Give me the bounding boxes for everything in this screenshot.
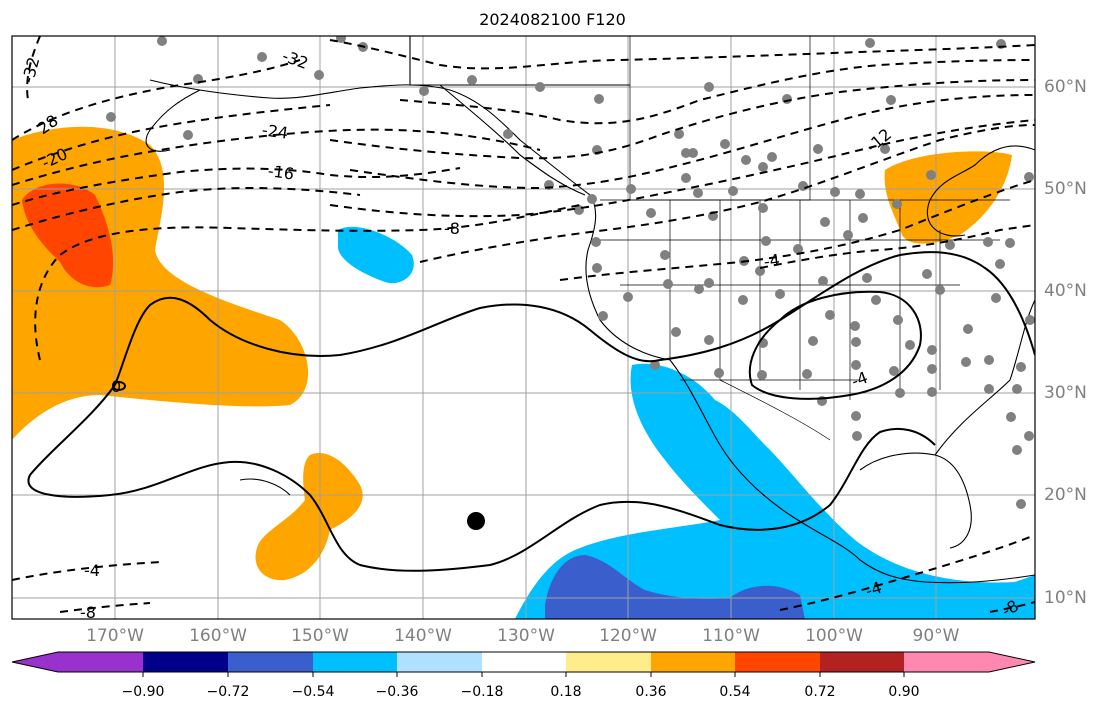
station-dots: [106, 36, 1035, 509]
colorbar-segment: [397, 652, 482, 672]
colorbar-segment: [228, 652, 313, 672]
colorbar-tick-label: 0.54: [719, 684, 751, 700]
colorbar-outline: [11, 651, 1036, 673]
colorbar-tick-label: −0.18: [460, 684, 504, 700]
solid-contours: [27, 251, 1035, 572]
cyan-region-mexico: [515, 363, 1035, 619]
contour-label: -4: [863, 578, 884, 601]
lon-label: 130°W: [497, 626, 555, 646]
lat-label: 40°N: [1044, 281, 1087, 301]
map-frame: [11, 35, 1036, 620]
colorbar-segment: [904, 652, 989, 672]
contour-label: -8: [80, 603, 96, 622]
colorbar-tick-label: −0.72: [206, 684, 250, 700]
colorbar-segment: [313, 652, 397, 672]
orange-region-great-lakes: [884, 151, 1012, 244]
contour-label: -4: [849, 368, 870, 391]
lon-label: 170°W: [86, 626, 144, 646]
lat-label: 50°N: [1044, 179, 1087, 199]
lon-label: 110°W: [702, 626, 760, 646]
contour-label: -16: [267, 161, 296, 183]
blue-region-southeast-pacific: [545, 555, 805, 619]
colorbar-segment: [651, 652, 735, 672]
colorbar-segment: [12, 652, 58, 672]
contour-label: -4: [84, 561, 100, 580]
lon-label: 150°W: [291, 626, 349, 646]
contour-label: -4: [763, 250, 781, 271]
map-title: 2024082100 F120: [479, 10, 626, 29]
colorbar-tick-label: −0.36: [375, 684, 419, 700]
lat-label: 60°N: [1044, 77, 1087, 97]
colorbar-segment: [482, 652, 566, 672]
contour-label: -8: [444, 219, 460, 238]
dashed-contours: [12, 36, 1035, 613]
cyan-region-pacific: [338, 226, 414, 284]
orange-region-hawaii: [255, 453, 363, 581]
lon-label: 160°W: [189, 626, 247, 646]
colorbar-tick-label: 0.36: [635, 684, 667, 700]
colorbar-segment: [143, 652, 228, 672]
colorbar-segment: [566, 652, 651, 672]
colorbar-tick-label: 0.18: [550, 684, 582, 700]
colorbar: [11, 651, 1036, 677]
lon-label: 120°W: [599, 626, 657, 646]
lon-label: 140°W: [394, 626, 452, 646]
colorbar-segment: [58, 652, 143, 672]
map-area: [12, 36, 1035, 619]
lon-label: 100°W: [805, 626, 863, 646]
colorbar-segment: [989, 652, 1035, 672]
lat-label: 20°N: [1044, 485, 1087, 505]
lat-label: 30°N: [1044, 383, 1087, 403]
lon-label: 90°W: [912, 626, 960, 646]
grid-lines: [12, 36, 1035, 619]
colorbar-tick-label: −0.54: [291, 684, 335, 700]
colorbar-tick-label: −0.90: [121, 684, 165, 700]
lat-label: 10°N: [1044, 588, 1087, 608]
colorbar-segment: [735, 652, 820, 672]
storm-center-marker: [467, 512, 485, 530]
contour-label: -24: [261, 120, 290, 142]
colorbar-tick-label: 0.72: [804, 684, 836, 700]
contour-label: 0: [111, 377, 121, 396]
colorbar-tick-label: 0.90: [888, 684, 920, 700]
state-borders: [600, 36, 1010, 441]
colorbar-segment: [820, 652, 904, 672]
red-region-northwest: [22, 183, 114, 288]
